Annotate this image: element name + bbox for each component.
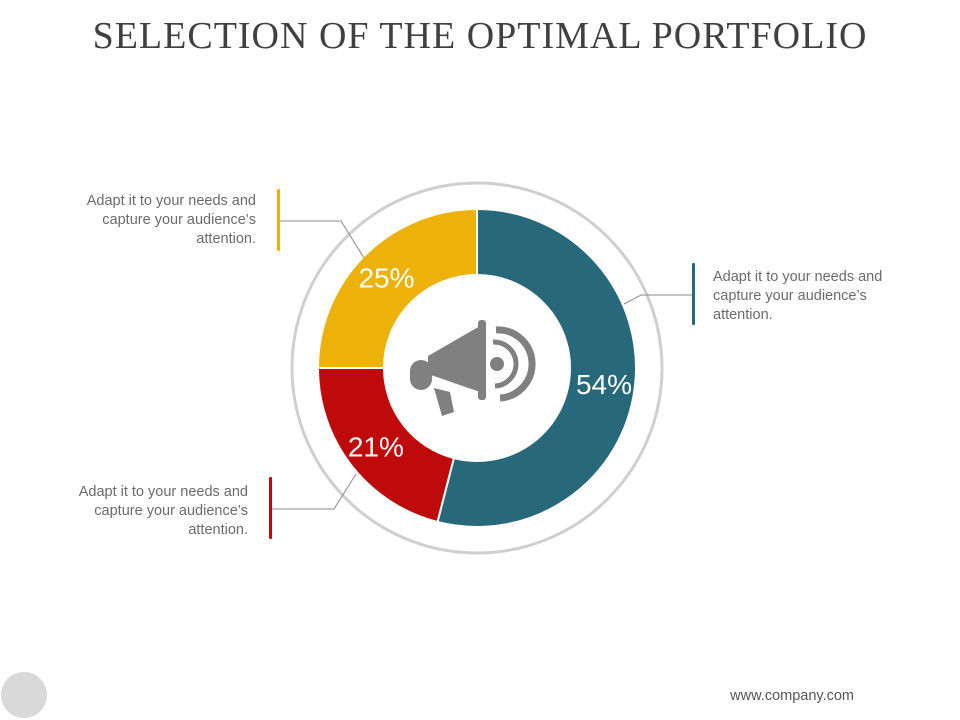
callout-bar-teal: [692, 263, 695, 325]
outer-ring: [290, 181, 664, 555]
footer-url: www.company.com: [730, 688, 854, 704]
callout-teal: Adapt it to your needs and capture your …: [713, 269, 883, 323]
leader-line-yellow: [279, 220, 365, 259]
leader-line-teal: [623, 294, 694, 305]
donut-slice-2: [316, 207, 478, 369]
leader-line-red: [271, 473, 357, 510]
page-title: SELECTION OF THE OPTIMAL PORTFOLIO: [92, 15, 868, 57]
slice-label-0: 54%: [576, 369, 632, 400]
slice-label-1: 21%: [348, 431, 404, 462]
donut-slice-0: [436, 207, 637, 528]
slices-group: [316, 207, 637, 528]
callout-red: Adapt it to your needs and capture your …: [78, 484, 248, 538]
slice-label-2: 25%: [358, 262, 414, 293]
corner-circle: [1, 672, 47, 718]
leader-lines: [271, 220, 694, 510]
callout-bar-red: [269, 477, 272, 539]
slice-labels-group: 54% 21% 25%: [348, 262, 632, 462]
callout-yellow: Adapt it to your needs and capture your …: [86, 193, 256, 247]
callout-bar-yellow: [277, 189, 280, 251]
megaphone-icon: [410, 320, 536, 416]
